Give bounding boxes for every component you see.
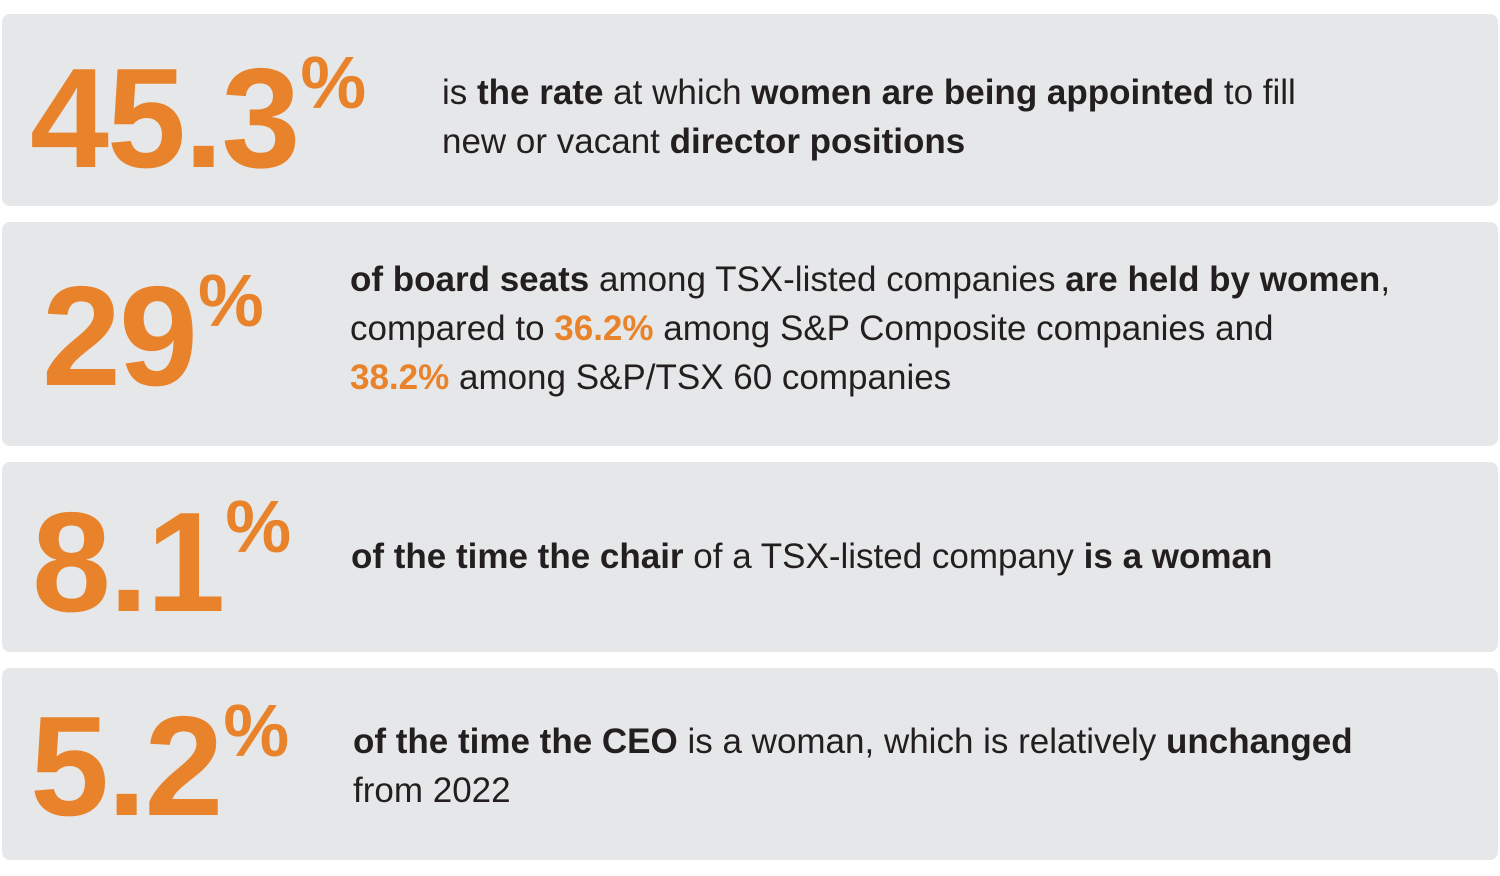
emphasis-text: of the time the CEO — [353, 722, 678, 761]
percent-sign: % — [300, 41, 367, 124]
stat-value: 8.1% — [32, 485, 292, 634]
description-line: from 2022 — [353, 766, 1353, 815]
emphasis-text: director positions — [669, 122, 966, 161]
text-run: among S&P/TSX 60 companies — [449, 358, 952, 397]
stat-card-board-seats: 29% of board seats among TSX-listed comp… — [2, 222, 1498, 446]
text-run: , — [1380, 260, 1391, 299]
stat-description: is the rate at which women are being app… — [442, 68, 1296, 166]
text-run: from 2022 — [353, 771, 511, 810]
text-run: is a woman, which is relatively — [677, 722, 1166, 761]
stat-number-main: 29 — [42, 257, 198, 416]
percent-sign: % — [223, 689, 290, 772]
stat-value: 29% — [42, 259, 264, 408]
stat-number-main: 45.3 — [30, 39, 300, 198]
highlight-value: 38.2% — [350, 358, 450, 397]
emphasis-text: of board seats — [350, 260, 590, 299]
description-line: compared to 36.2% among S&P Composite co… — [350, 304, 1390, 353]
emphasis-text: is a woman — [1083, 537, 1273, 576]
stat-description: of the time the chair of a TSX-listed co… — [351, 532, 1272, 581]
text-run: of a TSX-listed company — [683, 537, 1084, 576]
stat-card-appointments: 45.3% is the rate at which women are bei… — [2, 14, 1498, 206]
emphasis-text: of the time the chair — [351, 537, 684, 576]
description-line: of the time the chair of a TSX-listed co… — [351, 532, 1272, 581]
text-run: among TSX-listed companies — [589, 260, 1066, 299]
emphasis-text: women are being appointed — [751, 73, 1215, 112]
stat-number-main: 5.2 — [30, 687, 223, 846]
emphasis-text: unchanged — [1165, 722, 1353, 761]
stat-description: of the time the CEO is a woman, which is… — [353, 717, 1353, 815]
stat-number-main: 8.1 — [32, 483, 225, 642]
description-line: of board seats among TSX-listed companie… — [350, 255, 1390, 304]
highlight-value: 36.2% — [554, 309, 654, 348]
text-run: to fill — [1214, 73, 1296, 112]
emphasis-text: are held by women — [1065, 260, 1381, 299]
stat-card-ceo: 5.2% of the time the CEO is a woman, whi… — [2, 668, 1498, 860]
stat-value: 45.3% — [30, 41, 367, 190]
stat-description: of board seats among TSX-listed companie… — [350, 255, 1390, 402]
text-run: is — [442, 73, 477, 112]
description-line: is the rate at which women are being app… — [442, 68, 1296, 117]
text-run: new or vacant — [442, 122, 670, 161]
percent-sign: % — [197, 259, 264, 342]
text-run: among S&P Composite companies and — [653, 309, 1274, 348]
emphasis-text: the rate — [477, 73, 604, 112]
description-line: new or vacant director positions — [442, 117, 1296, 166]
description-line: of the time the CEO is a woman, which is… — [353, 717, 1353, 766]
text-run: compared to — [350, 309, 555, 348]
stat-card-chair: 8.1% of the time the chair of a TSX-list… — [2, 462, 1498, 652]
text-run: at which — [603, 73, 752, 112]
stat-value: 5.2% — [30, 689, 290, 838]
description-line: 38.2% among S&P/TSX 60 companies — [350, 353, 1390, 402]
percent-sign: % — [225, 485, 292, 568]
